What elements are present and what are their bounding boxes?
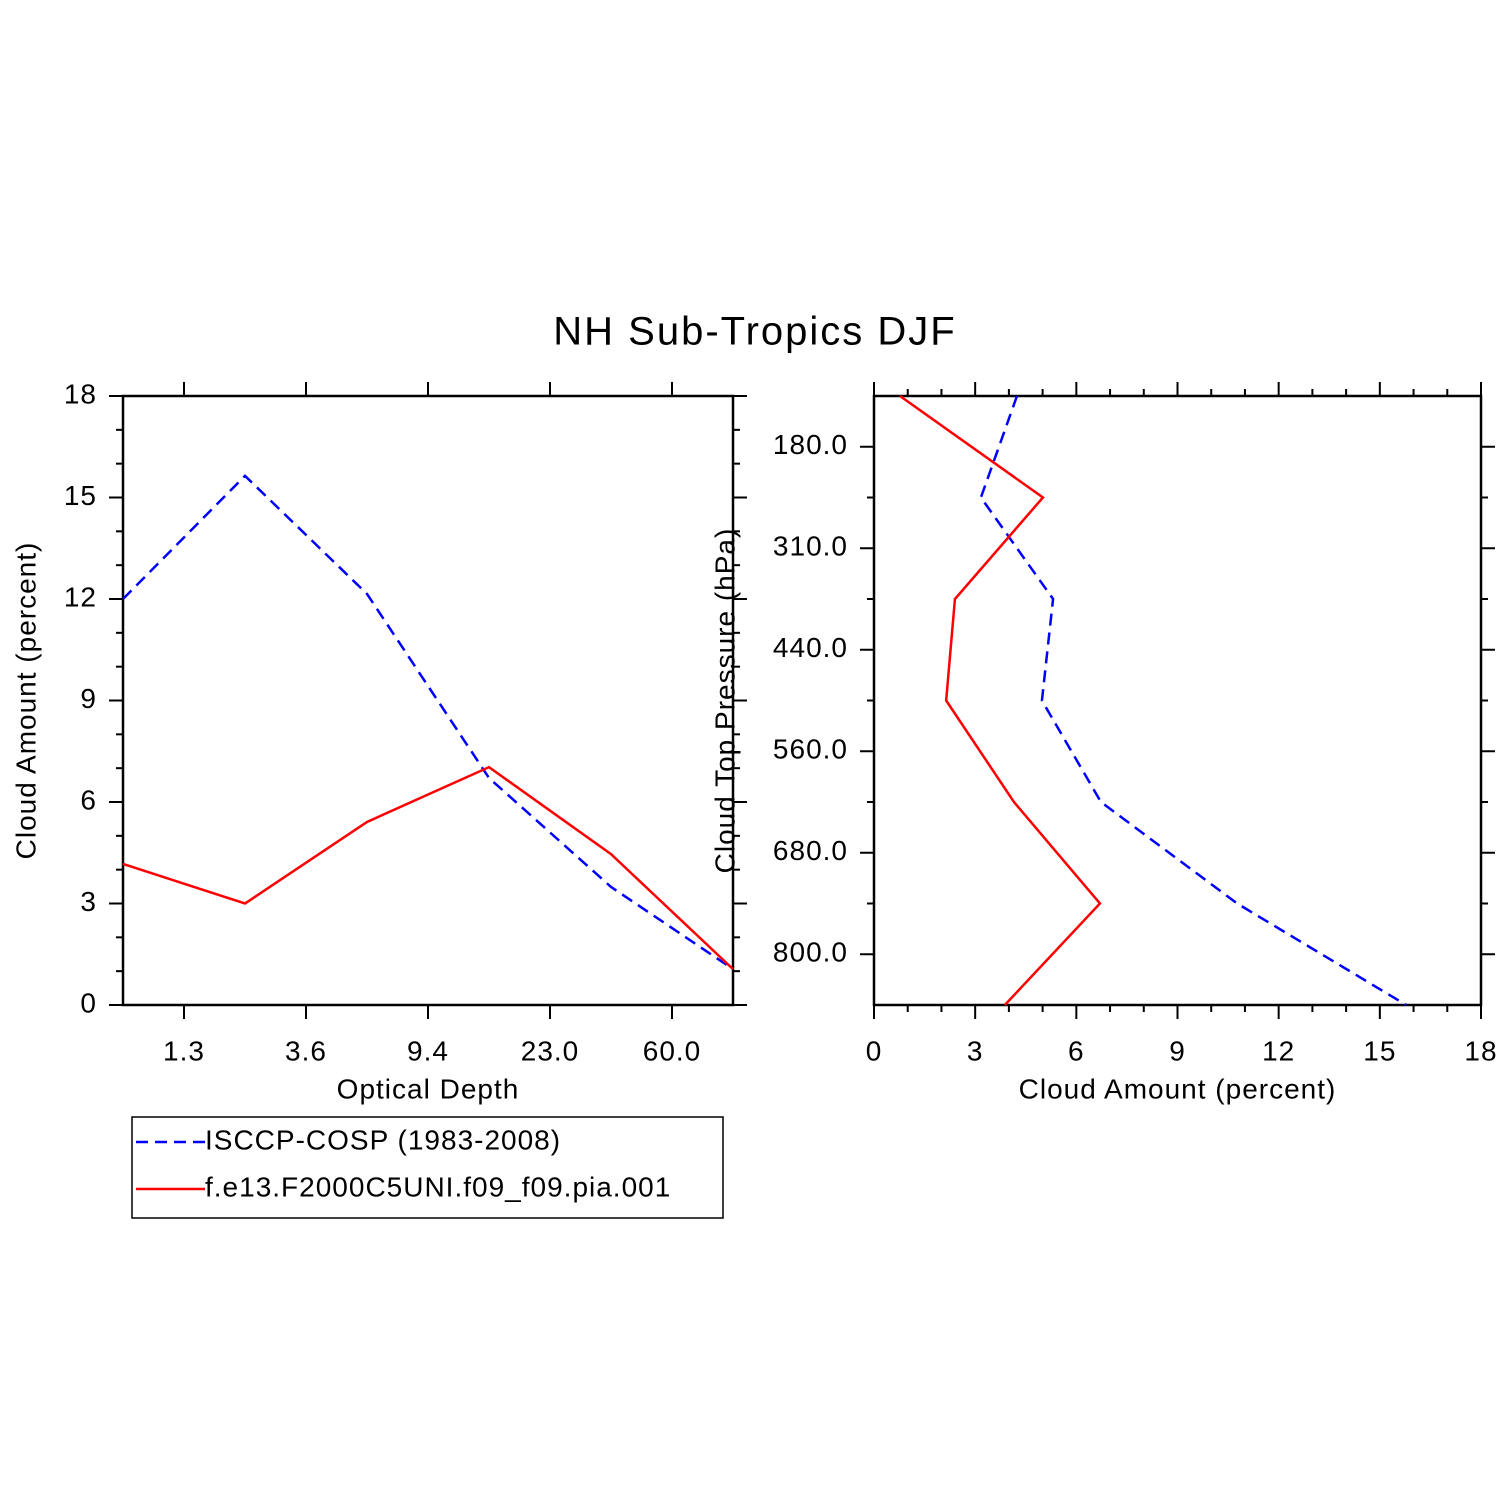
x-tick-label: 6 bbox=[1068, 1035, 1085, 1066]
y-tick-label: 310.0 bbox=[773, 531, 848, 562]
x-axis-label: Optical Depth bbox=[337, 1073, 520, 1104]
x-tick-label: 23.0 bbox=[521, 1035, 580, 1066]
y-tick-label: 15 bbox=[64, 480, 97, 511]
y-tick-label: 440.0 bbox=[773, 632, 848, 663]
y-axis-label: Cloud Amount (percent) bbox=[10, 542, 41, 860]
x-tick-label: 9 bbox=[1169, 1035, 1186, 1066]
y-tick-label: 3 bbox=[80, 886, 97, 917]
y-tick-label: 680.0 bbox=[773, 835, 848, 866]
x-tick-label: 1.3 bbox=[163, 1035, 205, 1066]
x-tick-label: 60.0 bbox=[643, 1035, 702, 1066]
x-tick-label: 18 bbox=[1464, 1035, 1497, 1066]
x-axis-label: Cloud Amount (percent) bbox=[1019, 1073, 1337, 1104]
y-tick-label: 180.0 bbox=[773, 429, 848, 460]
x-tick-label: 3 bbox=[967, 1035, 984, 1066]
x-tick-label: 0 bbox=[866, 1035, 883, 1066]
series-line bbox=[899, 394, 1102, 1006]
y-tick-label: 9 bbox=[80, 683, 97, 714]
y-tick-label: 6 bbox=[80, 784, 97, 815]
y-tick-label: 18 bbox=[64, 378, 97, 409]
x-tick-label: 15 bbox=[1363, 1035, 1396, 1066]
y-tick-label: 0 bbox=[80, 987, 97, 1018]
x-tick-label: 3.6 bbox=[285, 1035, 327, 1066]
legend-label: ISCCP-COSP (1983-2008) bbox=[205, 1124, 561, 1155]
title: NH Sub-Tropics DJF bbox=[553, 310, 956, 354]
y-tick-label: 12 bbox=[64, 581, 97, 612]
series-line bbox=[979, 395, 1407, 1007]
series-line bbox=[122, 474, 734, 971]
x-tick-label: 12 bbox=[1262, 1035, 1295, 1066]
series-line bbox=[122, 765, 734, 971]
legend-label: f.e13.F2000C5UNI.f09_f09.pia.001 bbox=[205, 1171, 671, 1202]
y-axis-label: Cloud Top Pressure (hPa) bbox=[709, 528, 740, 874]
y-tick-label: 800.0 bbox=[773, 937, 848, 968]
x-tick-label: 9.4 bbox=[407, 1035, 449, 1066]
y-tick-label: 560.0 bbox=[773, 734, 848, 765]
legend-box bbox=[131, 1116, 724, 1219]
